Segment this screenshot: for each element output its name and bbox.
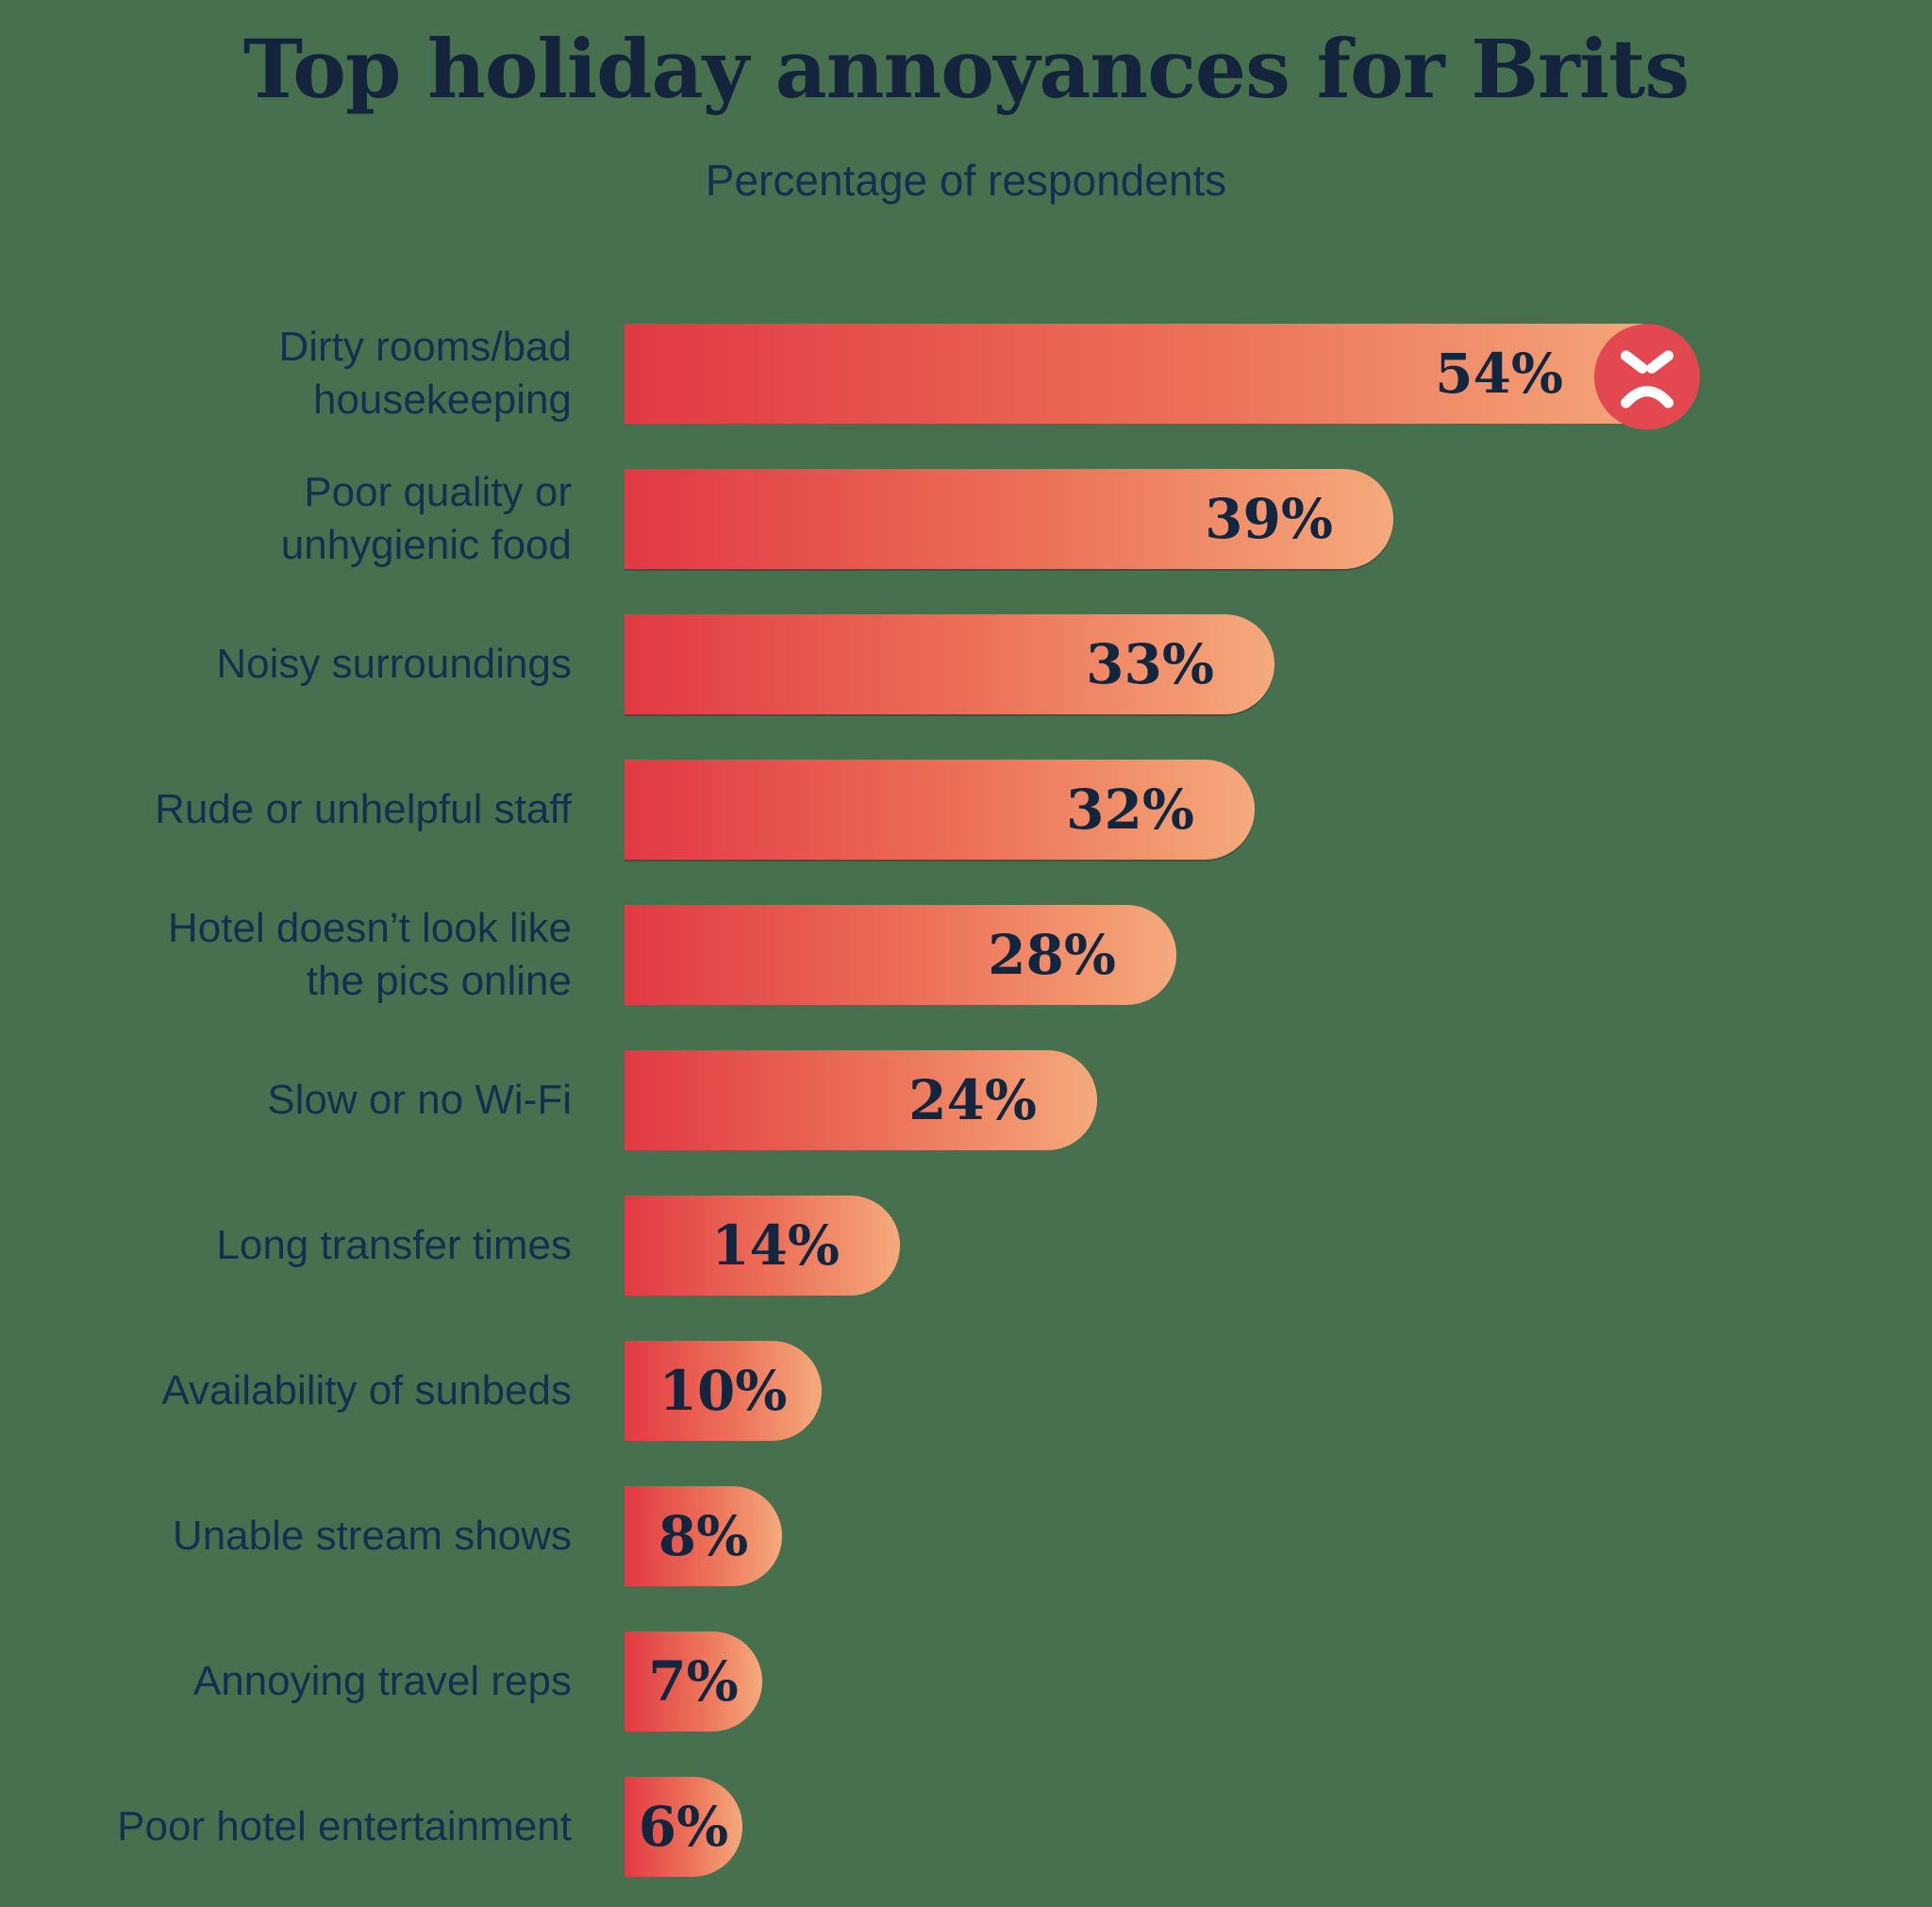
bar-row: Poor hotel entertainment 6% <box>0 1777 1932 1877</box>
bar-value-label: 28% <box>988 923 1116 987</box>
bar-row: Long transfer times 14% <box>0 1196 1932 1296</box>
category-label: Availability of sunbeds <box>161 1366 572 1414</box>
bar-row: Hotel doesn’t look like the pics online 2… <box>0 905 1932 1005</box>
bar-value-label: 6% <box>638 1795 729 1859</box>
bar: 7% <box>625 1631 762 1731</box>
category-label: Dirty rooms/bad housekeeping <box>278 323 572 423</box>
bar-value-label: 39% <box>1205 487 1333 551</box>
category-label: Slow or no Wi-Fi <box>267 1076 572 1123</box>
category-label: Annoying travel reps <box>192 1657 572 1704</box>
bar-value-label: 33% <box>1086 632 1214 696</box>
category-label: Noisy surroundings <box>216 640 572 687</box>
bar: 24% <box>625 1050 1097 1150</box>
chart-title: Top holiday annoyances for Brits <box>242 23 1690 117</box>
chart-header: Top holiday annoyances for Brits Percent… <box>0 23 1932 206</box>
category-label: Unable stream shows <box>172 1512 572 1559</box>
bar-value-label: 8% <box>658 1504 749 1568</box>
bar-row: Dirty rooms/bad housekeeping 54% <box>0 323 1932 430</box>
bar: 32% <box>625 760 1255 860</box>
category-label: Hotel doesn’t look like the pics online <box>167 904 572 1004</box>
category-label: Poor hotel entertainment <box>117 1802 572 1849</box>
bar-value-label: 54% <box>1435 342 1563 406</box>
bar-row: Noisy surroundings 33% <box>0 614 1932 714</box>
chart-subtitle: Percentage of respondents <box>705 155 1227 205</box>
bar-row: Slow or no Wi-Fi 24% <box>0 1050 1932 1150</box>
bar-row: Unable stream shows 8% <box>0 1486 1932 1586</box>
bar: 28% <box>625 905 1176 1005</box>
bar-value-label: 14% <box>711 1213 840 1278</box>
bar-value-label: 7% <box>648 1649 739 1714</box>
bar: 54% <box>625 324 1700 430</box>
bar: 10% <box>625 1341 822 1441</box>
bar-row: Annoying travel reps 7% <box>0 1631 1932 1731</box>
angry-face-icon <box>1594 324 1700 430</box>
bar-row: Rude or unhelpful staff 32% <box>0 760 1932 860</box>
category-label: Long transfer times <box>216 1221 572 1268</box>
bar-chart: Dirty rooms/bad housekeeping 54% Poor qual… <box>0 324 1932 1907</box>
category-label: Rude or unhelpful staff <box>155 785 572 832</box>
bar: 39% <box>625 469 1393 569</box>
bar-value-label: 32% <box>1066 778 1194 842</box>
bar-row: Poor quality or unhygienic food 39% <box>0 469 1932 569</box>
bar: 6% <box>625 1777 742 1877</box>
bar: 14% <box>625 1196 900 1296</box>
bar: 33% <box>625 614 1274 714</box>
category-label: Poor quality or unhygienic food <box>280 468 572 568</box>
bar: 8% <box>625 1486 782 1586</box>
bar-value-label: 24% <box>908 1068 1037 1132</box>
bar-row: Availability of sunbeds 10% <box>0 1341 1932 1441</box>
bar-value-label: 10% <box>658 1359 788 1423</box>
